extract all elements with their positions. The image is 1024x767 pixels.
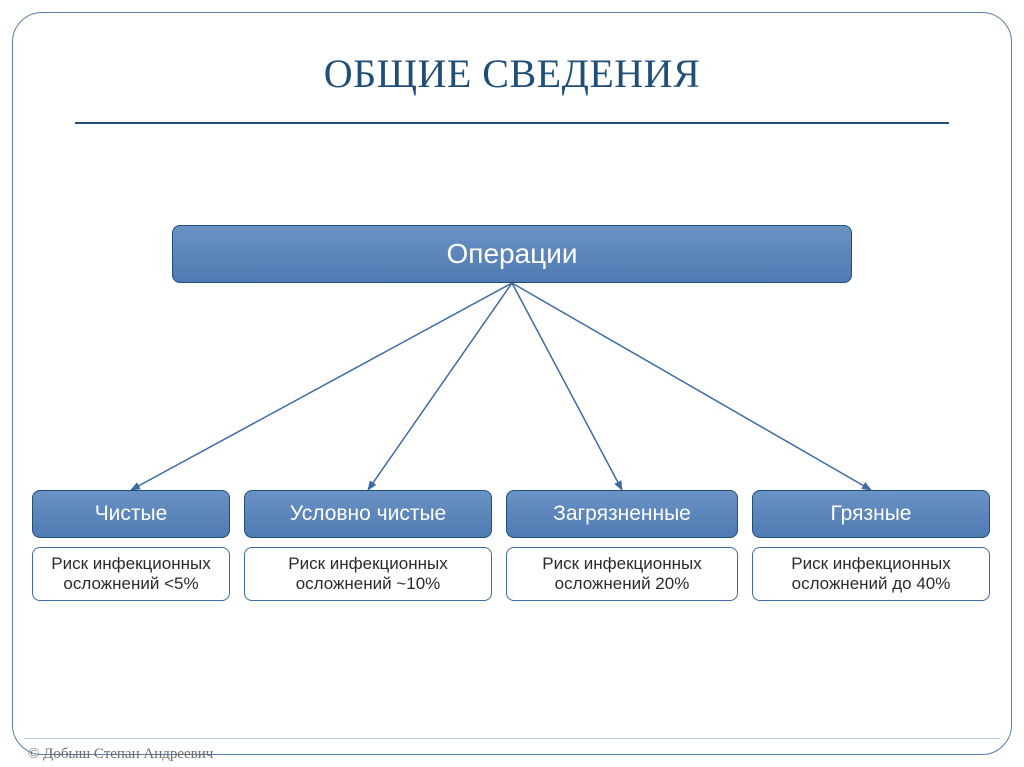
child-cond-clean-label: Условно чистые <box>290 502 446 526</box>
child-dirty-label: Грязные <box>830 502 911 526</box>
child-cond-clean-desc-text: Риск инфекционных осложнений ~10% <box>253 554 483 595</box>
child-dirty-desc-text: Риск инфекционных осложнений до 40% <box>761 554 981 595</box>
child-contaminated-desc: Риск инфекционных осложнений 20% <box>506 547 738 601</box>
child-contaminated: Загрязненные <box>506 490 738 538</box>
root-label: Операции <box>447 238 578 270</box>
child-clean-desc-text: Риск инфекционных осложнений <5% <box>41 554 221 595</box>
child-dirty-desc: Риск инфекционных осложнений до 40% <box>752 547 990 601</box>
footer-rule <box>24 738 1000 739</box>
child-cond-clean-desc: Риск инфекционных осложнений ~10% <box>244 547 492 601</box>
child-clean-desc: Риск инфекционных осложнений <5% <box>32 547 230 601</box>
title-underline <box>75 122 949 124</box>
child-dirty: Грязные <box>752 490 990 538</box>
child-cond-clean: Условно чистые <box>244 490 492 538</box>
child-clean-label: Чистые <box>95 502 168 526</box>
footer-copyright: © Добыш Степан Андреевич <box>28 746 213 763</box>
child-contaminated-label: Загрязненные <box>553 502 691 526</box>
slide-title: ОБЩИЕ СВЕДЕНИЯ <box>0 50 1024 97</box>
child-contaminated-desc-text: Риск инфекционных осложнений 20% <box>515 554 729 595</box>
child-clean: Чистые <box>32 490 230 538</box>
root-node: Операции <box>172 225 852 283</box>
